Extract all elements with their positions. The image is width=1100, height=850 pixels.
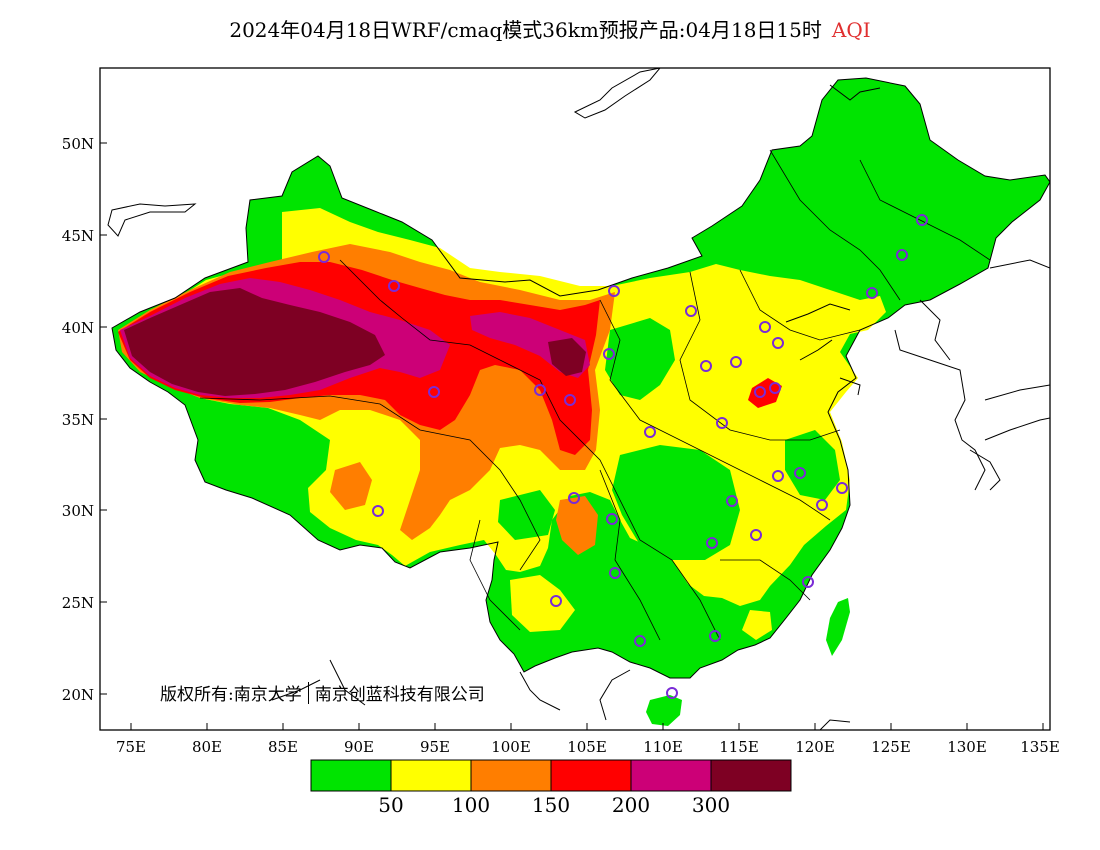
province-borders: [199, 149, 991, 641]
lat-label: 25N: [62, 594, 94, 612]
legend-threshold: 200: [611, 793, 651, 817]
station-marker: [836, 482, 848, 494]
lon-label: 125E: [871, 738, 911, 756]
aqi-zone-hazardous-patch: [548, 338, 586, 376]
station-marker: [606, 513, 618, 525]
aqi-zone-hazardous: [124, 288, 385, 396]
station-marker: [759, 321, 771, 333]
station-marker: [666, 687, 678, 699]
station-marker: [816, 499, 828, 511]
lat-label: 50N: [62, 135, 94, 153]
station-marker: [772, 337, 784, 349]
lon-label: 85E: [268, 738, 298, 756]
aqi-zone-usg-patch: [330, 462, 372, 510]
legend-colorbar: [310, 759, 792, 792]
neighbour-coastlines: [107, 68, 1050, 730]
station-marker: [644, 426, 656, 438]
lat-axis: [100, 142, 107, 695]
lat-label: 40N: [62, 319, 94, 337]
lat-label: 45N: [62, 227, 94, 245]
station-marker: [716, 417, 728, 429]
lat-label: 20N: [62, 686, 94, 704]
lon-label: 130E: [947, 738, 987, 756]
copyright-org1: 南京大学: [233, 685, 302, 705]
lon-label: 120E: [795, 738, 835, 756]
station-marker: [730, 356, 742, 368]
station-marker: [700, 360, 712, 372]
aqi-zone-moderate-patch: [742, 610, 772, 640]
station-marker: [388, 280, 400, 292]
aqi-zone-good-hainan: [646, 695, 682, 726]
lon-label: 75E: [116, 738, 146, 756]
station-markers: [318, 214, 928, 699]
lon-label: 110E: [643, 738, 683, 756]
legend-swatch: [390, 759, 472, 792]
country-outline: [111, 77, 1050, 679]
legend-threshold: 300: [691, 793, 731, 817]
station-marker: [564, 394, 576, 406]
lon-label: 80E: [192, 738, 222, 756]
station-marker: [685, 305, 697, 317]
lon-labels: 75E 80E 85E 90E 95E 100E 105E 110E 115E …: [116, 738, 1060, 756]
station-marker: [794, 467, 806, 479]
station-marker: [769, 382, 781, 394]
legend-swatch: [550, 759, 632, 792]
aqi-zone-moderate-patch: [510, 575, 575, 632]
lon-axis: [130, 723, 1044, 730]
station-marker: [603, 348, 615, 360]
lon-label: 135E: [1020, 738, 1060, 756]
station-marker: [802, 576, 814, 588]
station-marker: [372, 505, 384, 517]
lat-label: 35N: [62, 411, 94, 429]
station-marker: [608, 285, 620, 297]
title-variable: AQI: [831, 18, 871, 42]
legend-swatch: [470, 759, 552, 792]
map-layers: [107, 68, 1050, 730]
station-marker: [772, 470, 784, 482]
station-marker: [754, 386, 766, 398]
station-marker: [634, 635, 646, 647]
map-frame-border: [99, 67, 1051, 731]
legend-threshold: 100: [451, 793, 491, 817]
station-marker: [706, 537, 718, 549]
station-marker: [318, 251, 330, 263]
station-marker: [916, 214, 928, 226]
copyright-org2: 南京创蓝科技有限公司: [314, 685, 485, 705]
lon-label: 90E: [344, 738, 374, 756]
map-title: 2024年04月18日WRF/cmaq模式36km预报产品:04月18日15时 A…: [0, 14, 1100, 43]
copyright-label: 版权所有:: [160, 685, 234, 705]
aqi-zone-good-patch: [605, 318, 675, 400]
lat-labels: 50N 45N 40N 35N 30N 25N 20N: [62, 135, 94, 704]
station-marker: [568, 492, 580, 504]
legend-swatch: [630, 759, 712, 792]
lat-label: 30N: [62, 502, 94, 520]
station-marker: [750, 529, 762, 541]
legend-threshold: 150: [531, 793, 571, 817]
lon-label: 115E: [719, 738, 759, 756]
station-marker: [609, 567, 621, 579]
station-marker: [866, 287, 878, 299]
aqi-zone-good-taiwan: [826, 598, 850, 656]
aqi-zone-good-patch: [785, 430, 840, 500]
station-marker: [896, 249, 908, 261]
station-marker: [726, 495, 738, 507]
copyright-text: 版权所有:南京大学 南京创蓝科技有限公司: [160, 680, 485, 705]
legend-swatch: [310, 759, 392, 792]
lon-label: 95E: [420, 738, 450, 756]
aqi-zone-good-patch: [612, 445, 740, 560]
title-text: 2024年04月18日WRF/cmaq模式36km预报产品:04月18日15时: [229, 18, 822, 42]
legend-threshold: 50: [378, 793, 404, 817]
legend-swatch: [710, 759, 792, 792]
station-marker: [428, 386, 440, 398]
lon-label: 105E: [567, 738, 607, 756]
lon-label: 100E: [491, 738, 531, 756]
copyright-separator: [307, 682, 309, 704]
station-marker: [709, 630, 721, 642]
aqi-zone-usg-patch: [556, 496, 598, 555]
station-marker: [534, 384, 546, 396]
aqi-zone-good-patch: [498, 490, 555, 540]
station-marker: [550, 595, 562, 607]
